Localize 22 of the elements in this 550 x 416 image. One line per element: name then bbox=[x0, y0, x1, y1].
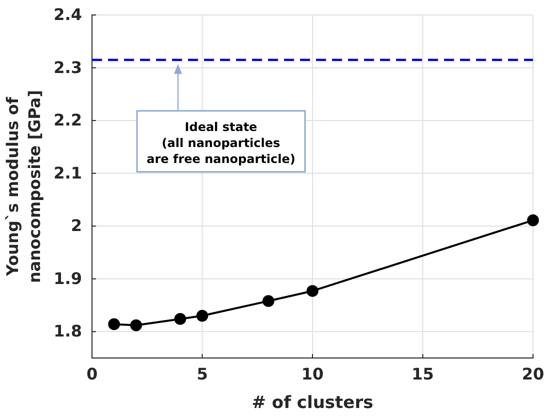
y-tick-label: 1.9 bbox=[54, 268, 82, 288]
x-tick-label: 10 bbox=[301, 364, 324, 384]
y-tick-label: 2.1 bbox=[54, 163, 82, 182]
x-axis-title: # of clusters bbox=[252, 393, 374, 413]
x-tick-label: 20 bbox=[522, 364, 544, 384]
y-tick-label: 2.3 bbox=[54, 58, 82, 77]
y-tick-label: 2.4 bbox=[54, 5, 82, 24]
y-tick-label: 1.8 bbox=[54, 322, 82, 341]
y-tick-label: 2.2 bbox=[54, 110, 82, 130]
x-tick-label: 0 bbox=[86, 364, 98, 384]
point bbox=[108, 318, 120, 330]
point bbox=[196, 310, 208, 322]
point bbox=[174, 313, 186, 325]
x-tick-label: 5 bbox=[196, 364, 208, 384]
point bbox=[130, 319, 142, 332]
point bbox=[527, 214, 539, 226]
point bbox=[306, 285, 318, 297]
y-tick-label: 2 bbox=[70, 216, 82, 236]
point bbox=[262, 295, 274, 307]
x-tick-label: 15 bbox=[412, 364, 434, 384]
annotation: Ideal state (all nanoparticles are free nanoparticle) bbox=[146, 120, 296, 166]
y-axis-title: Young`s modulus of nanocomposite [GPa] bbox=[3, 90, 44, 284]
